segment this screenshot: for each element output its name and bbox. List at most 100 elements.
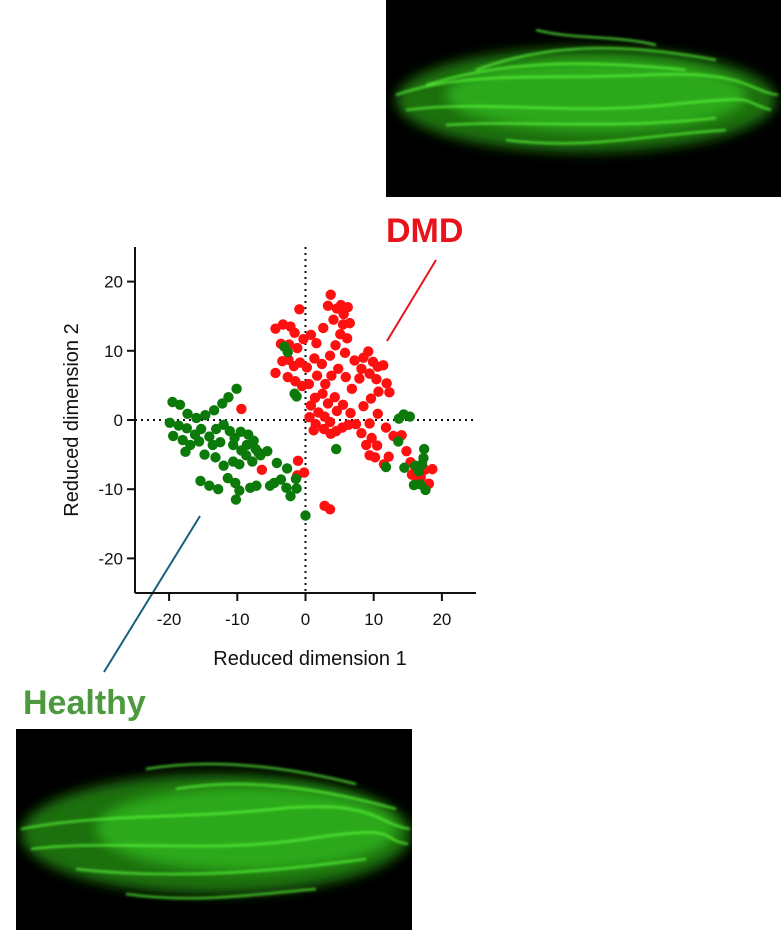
dmd-point xyxy=(356,363,367,374)
dmd-point xyxy=(311,370,323,381)
dmd-point xyxy=(364,418,375,429)
healthy-point xyxy=(193,436,205,447)
dmd-point xyxy=(354,373,365,384)
dmd-point xyxy=(303,378,315,390)
x-axis-label: Reduced dimension 1 xyxy=(213,648,406,670)
healthy-point xyxy=(174,399,186,410)
dmd-point xyxy=(294,304,305,315)
dmd-point xyxy=(270,367,281,379)
dmd-point xyxy=(378,360,389,371)
dmd-point xyxy=(356,427,367,439)
healthy-point xyxy=(207,439,218,451)
healthy-point xyxy=(418,452,429,464)
dmd-point xyxy=(340,371,351,383)
x-tick-label: 10 xyxy=(364,610,383,629)
healthy-point xyxy=(164,417,175,428)
healthy-point xyxy=(231,383,242,395)
healthy-point xyxy=(228,439,239,451)
healthy-point xyxy=(200,409,211,421)
healthy-point xyxy=(408,479,420,491)
healthy-point xyxy=(195,475,206,487)
y-tick-label: -20 xyxy=(98,549,123,568)
dmd-point xyxy=(371,373,382,385)
dmd-point xyxy=(325,289,336,300)
healthy-point xyxy=(251,480,262,491)
healthy-point xyxy=(275,474,287,485)
healthy-point xyxy=(181,423,193,434)
healthy-point xyxy=(281,463,293,474)
dmd-point xyxy=(304,412,315,423)
healthy-point xyxy=(191,412,202,424)
healthy-point xyxy=(230,477,241,489)
dmd-leader-line xyxy=(386,259,437,342)
healthy-point xyxy=(285,490,296,502)
dmd-point xyxy=(311,337,322,349)
healthy-point xyxy=(399,462,410,473)
x-tick-label: 0 xyxy=(301,610,310,629)
dmd-point xyxy=(309,392,321,404)
healthy-point xyxy=(380,461,392,473)
healthy-point xyxy=(410,460,421,471)
dmd-point xyxy=(342,302,353,313)
dmd-point xyxy=(363,346,374,357)
healthy-point xyxy=(173,420,184,431)
dmd-point xyxy=(309,353,320,364)
dmd-point xyxy=(292,342,303,354)
dmd-point xyxy=(329,391,341,403)
dmd-point xyxy=(373,386,384,397)
y-tick-label: 0 xyxy=(114,411,123,430)
green-fluorescent-myotube-icon xyxy=(20,763,411,900)
dmd-group-label: DMD xyxy=(386,212,464,250)
healthy-point xyxy=(330,443,342,455)
healthy-point xyxy=(218,460,229,471)
dmd-point xyxy=(305,400,317,411)
dmd-point xyxy=(349,355,360,366)
dmd-point xyxy=(326,370,337,381)
dmd-point xyxy=(324,504,336,515)
dmd-point xyxy=(333,363,344,374)
dmd-point xyxy=(337,399,349,410)
healthy-point xyxy=(195,423,207,435)
healthy-point xyxy=(279,341,290,352)
dmd-point xyxy=(316,358,328,370)
dmd-point xyxy=(308,425,319,436)
dmd-point xyxy=(256,464,268,476)
dmd-point xyxy=(318,322,329,334)
dmd-point xyxy=(305,329,317,341)
dmd-point xyxy=(324,350,336,361)
dmd-micrograph-image xyxy=(386,0,781,197)
healthy-point xyxy=(281,482,292,494)
healthy-point xyxy=(230,494,242,505)
dmd-point xyxy=(324,416,336,428)
dmd-point xyxy=(427,463,438,475)
healthy-point xyxy=(167,430,179,442)
healthy-point xyxy=(204,480,215,491)
healthy-point xyxy=(404,411,416,422)
dmd-point xyxy=(277,355,288,367)
y-tick-label: -10 xyxy=(98,480,123,499)
healthy-point xyxy=(180,446,191,458)
healthy-point xyxy=(177,434,188,446)
dmd-point xyxy=(372,408,383,419)
dmd-point xyxy=(320,378,331,390)
dmd-point xyxy=(369,452,381,463)
healthy-point xyxy=(262,445,273,457)
x-tick-label: -10 xyxy=(225,610,250,629)
healthy-point xyxy=(222,472,233,484)
healthy-point xyxy=(291,483,302,494)
dmd-point xyxy=(330,340,341,351)
dmd-point xyxy=(346,383,358,395)
y-axis-label: Reduced dimension 2 xyxy=(61,323,83,516)
dmd-point xyxy=(371,440,383,451)
healthy-point xyxy=(234,485,245,496)
green-fluorescent-myotube-icon xyxy=(395,29,779,152)
x-tick-label: 20 xyxy=(432,610,451,629)
dmd-point xyxy=(289,327,300,339)
healthy-point xyxy=(253,447,264,458)
dmd-point xyxy=(401,445,412,457)
dmd-point xyxy=(236,403,247,415)
y-tick-label: 10 xyxy=(104,342,123,361)
healthy-point xyxy=(223,391,234,403)
healthy-point xyxy=(271,457,283,469)
